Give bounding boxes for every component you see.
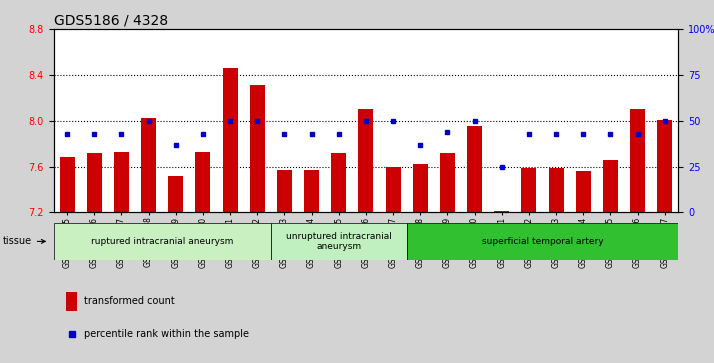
Bar — [223, 68, 238, 212]
Bar — [304, 170, 319, 212]
Bar — [250, 85, 265, 212]
Bar — [271, 223, 407, 260]
Bar — [196, 152, 211, 212]
Bar — [169, 176, 183, 212]
Text: ruptured intracranial aneurysm: ruptured intracranial aneurysm — [91, 237, 233, 246]
Bar — [575, 171, 590, 212]
Text: percentile rank within the sample: percentile rank within the sample — [84, 329, 248, 339]
Bar — [331, 153, 346, 212]
Bar — [658, 119, 672, 212]
Bar — [60, 157, 74, 212]
Bar — [66, 292, 77, 311]
Bar — [386, 167, 401, 212]
Bar — [114, 152, 129, 212]
Bar — [407, 223, 678, 260]
Text: tissue: tissue — [3, 236, 45, 246]
Bar — [603, 160, 618, 212]
Text: superficial temporal artery: superficial temporal artery — [482, 237, 603, 246]
Bar — [548, 168, 563, 212]
Text: transformed count: transformed count — [84, 297, 174, 306]
Text: unruptured intracranial
aneurysm: unruptured intracranial aneurysm — [286, 232, 392, 251]
Bar — [630, 109, 645, 212]
Bar — [467, 126, 482, 212]
Bar — [440, 153, 455, 212]
Bar — [277, 170, 292, 212]
Bar — [54, 223, 271, 260]
Text: GDS5186 / 4328: GDS5186 / 4328 — [54, 14, 168, 28]
Bar — [358, 109, 373, 212]
Bar — [141, 118, 156, 212]
Bar — [413, 164, 428, 212]
Bar — [521, 168, 536, 212]
Bar — [87, 153, 102, 212]
Bar — [494, 211, 509, 212]
